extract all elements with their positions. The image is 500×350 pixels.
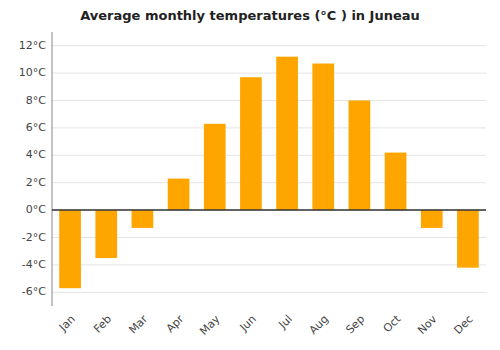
bar [95, 210, 117, 258]
x-tick-label: May [197, 312, 223, 338]
y-tick-label: 10°C [19, 66, 46, 79]
x-tick-label: Feb [91, 313, 114, 336]
page: {"chart_data": {"type": "bar", "title": … [0, 0, 500, 350]
x-tick-label: Oct [381, 312, 404, 335]
title: Average monthly temperatures (°C ) in Ju… [80, 8, 420, 23]
bar [240, 77, 262, 210]
x-tick-label: Jan [56, 313, 78, 335]
bars [59, 57, 479, 289]
grid-line [52, 264, 486, 265]
y-axis-line [52, 32, 53, 306]
grid [52, 46, 486, 293]
y-tick-label: -4°C [22, 258, 46, 271]
y-tick-label: 6°C [26, 121, 46, 134]
bar [385, 153, 407, 211]
y-tick-label: -2°C [22, 231, 46, 244]
grid-line [52, 127, 486, 128]
y-tick-label: 0°C [26, 203, 46, 216]
y-tick-label: 4°C [26, 148, 46, 161]
chart: Average monthly temperatures (°C ) in Ju… [0, 0, 500, 350]
grid-line [52, 155, 486, 156]
bar [421, 210, 443, 228]
x-tick-label: Jul [276, 313, 295, 332]
grid-line [52, 182, 486, 183]
x-tick-label: Jun [237, 313, 259, 335]
x-tick-label: Dec [451, 313, 475, 337]
x-tick-label: Apr [164, 312, 187, 335]
grid-line [52, 73, 486, 74]
bar [349, 101, 371, 211]
x-tick-label: Mar [126, 312, 150, 336]
bar [276, 57, 298, 210]
grid-line [52, 45, 486, 46]
x-tick-label: Aug [307, 313, 331, 337]
bar [312, 64, 334, 211]
y-tick-label: 8°C [26, 94, 46, 107]
x-tick-label: Nov [415, 312, 440, 337]
bar [59, 210, 81, 288]
y-tick-label: -6°C [22, 285, 46, 298]
bar [132, 210, 154, 228]
grid-line [52, 292, 486, 293]
grid-line [52, 210, 486, 211]
y-ticks: -6°C -4°C -2°C 0°C 2°C 4°C 6°C 8°C 10°C 12°C [19, 39, 46, 299]
x-ticks: Jan Feb Mar Apr May Jun Jul Aug Sep Oct Nov Dec [56, 312, 476, 338]
zero-line [52, 209, 486, 211]
y-tick-label: 2°C [26, 176, 46, 189]
x-tick-label: Sep [343, 313, 367, 337]
y-tick-label: 12°C [19, 39, 46, 52]
bar [168, 179, 190, 211]
bar [204, 124, 226, 210]
grid-line [52, 100, 486, 101]
bar [457, 210, 479, 268]
